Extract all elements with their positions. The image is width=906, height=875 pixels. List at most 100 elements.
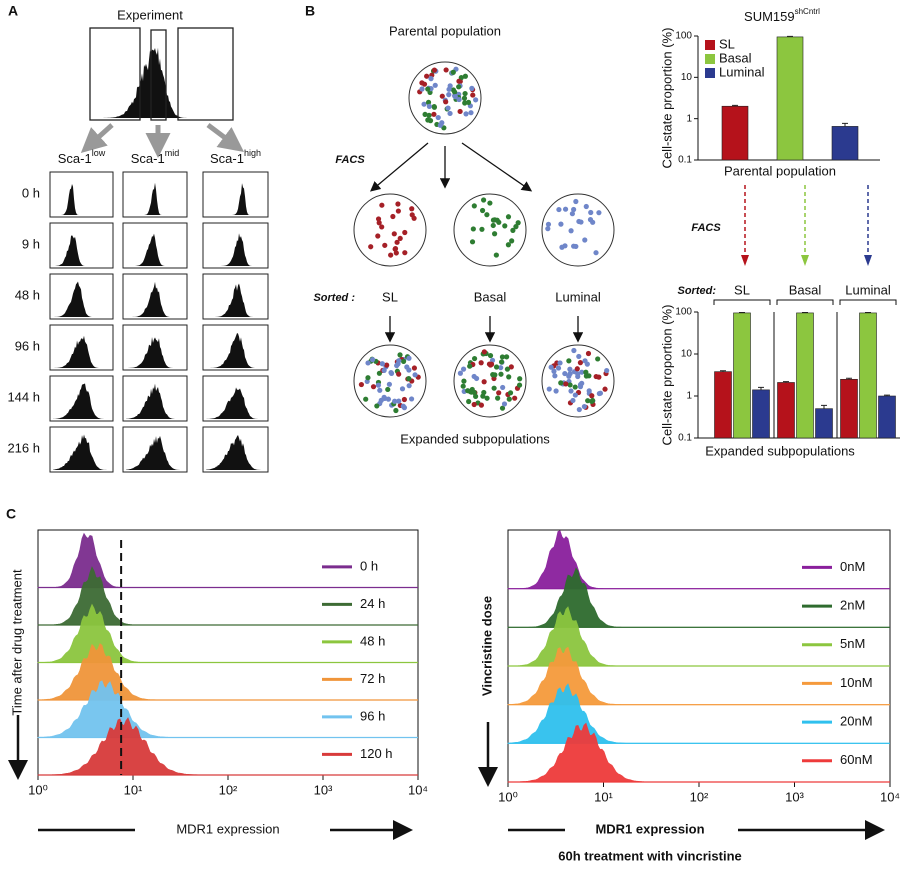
cell: [604, 367, 610, 374]
cell: [495, 395, 501, 401]
cell: [470, 226, 476, 232]
histogram-box: [49, 171, 114, 218]
panel-label: B: [305, 3, 315, 19]
cell: [563, 381, 569, 387]
cell: [566, 358, 572, 364]
cell: [370, 384, 377, 390]
error-bar: [821, 404, 827, 409]
arrow: [206, 123, 244, 152]
cell: [596, 374, 602, 380]
legend-label: Luminal: [719, 64, 765, 79]
cell: [486, 361, 493, 367]
cell: [388, 252, 394, 258]
cell: [501, 401, 508, 407]
cell: [375, 233, 381, 239]
cell: [479, 226, 485, 232]
cell: [426, 112, 432, 118]
cell: [516, 382, 523, 388]
histogram: [126, 383, 184, 419]
cell: [365, 375, 371, 381]
cell: [375, 382, 382, 388]
cell: [589, 393, 595, 399]
title: SUM159: [744, 9, 795, 24]
cell: [467, 389, 474, 395]
cell: [462, 90, 468, 97]
legend-label: 0nM: [840, 559, 865, 574]
y-tick-label: 0.1: [678, 433, 692, 444]
legend-label: Basal: [719, 50, 752, 65]
cell: [402, 229, 408, 236]
cell: [471, 203, 477, 209]
cell: [392, 398, 398, 404]
cell: [462, 73, 469, 79]
histogram-box: [49, 273, 114, 320]
bar: [776, 36, 804, 161]
cell: [471, 355, 478, 362]
sorted-heading: Sorted :: [313, 292, 355, 304]
cell: [457, 370, 463, 376]
cell: [368, 244, 374, 250]
error-bar: [783, 381, 789, 383]
y-tick-label: 1: [686, 113, 692, 124]
legend-swatch: [705, 68, 715, 78]
cell: [467, 363, 473, 369]
histogram: [206, 233, 265, 266]
cell: [456, 78, 462, 84]
sorted-heading: Sorted:: [678, 285, 717, 297]
bar: [752, 389, 770, 439]
column-label: Sca-1mid: [131, 148, 179, 166]
diagram-title: Parental population: [389, 23, 501, 38]
bar: [777, 382, 795, 439]
cell: [506, 374, 512, 380]
cell: [365, 360, 371, 366]
cell: [577, 384, 584, 390]
arrow-head: [864, 255, 872, 266]
x-tick-label: 10⁰: [28, 782, 48, 797]
cell: [375, 216, 382, 222]
x-tick-label: 10²: [690, 789, 709, 804]
histogram-box: [122, 273, 188, 320]
y-axis-label: Cell-state proportion (%): [659, 305, 674, 446]
bracket: [776, 299, 834, 305]
cell: [553, 388, 559, 394]
column-sup: mid: [165, 148, 180, 158]
cell: [421, 101, 427, 107]
legend-label: 0 h: [360, 558, 378, 573]
cell: [498, 359, 505, 365]
histogram-box: [122, 324, 188, 371]
cell: [466, 398, 472, 405]
cell: [394, 239, 400, 245]
sorted-label: SL: [382, 289, 398, 304]
cell: [569, 211, 575, 217]
row-label: 144 h: [7, 389, 40, 404]
cell: [409, 206, 415, 212]
cell: [515, 220, 521, 226]
column-name: Sca-1: [210, 151, 244, 166]
cell: [558, 221, 564, 227]
cell: [468, 110, 474, 116]
y-tick-label: 100: [675, 31, 692, 42]
cell: [481, 379, 487, 385]
x-axis-label: MDR1 expression: [176, 821, 279, 836]
legend-label: 120 h: [360, 746, 393, 761]
error-bar: [758, 386, 764, 390]
histogram: [53, 335, 110, 368]
cell: [583, 203, 589, 210]
cell: [400, 403, 406, 409]
cell: [487, 352, 494, 359]
cell: [399, 386, 406, 392]
histogram: [95, 47, 232, 118]
x-axis-label: Parental population: [724, 163, 836, 178]
cell: [568, 228, 574, 234]
y-tick-label: 0.1: [678, 155, 692, 166]
cell: [376, 370, 383, 376]
row-label: 48 h: [15, 287, 40, 302]
cell: [481, 197, 487, 203]
cell: [377, 387, 383, 393]
cell: [484, 395, 490, 401]
cell: [478, 360, 484, 366]
cell: [431, 67, 438, 73]
cell: [358, 381, 365, 388]
cell: [471, 401, 477, 408]
